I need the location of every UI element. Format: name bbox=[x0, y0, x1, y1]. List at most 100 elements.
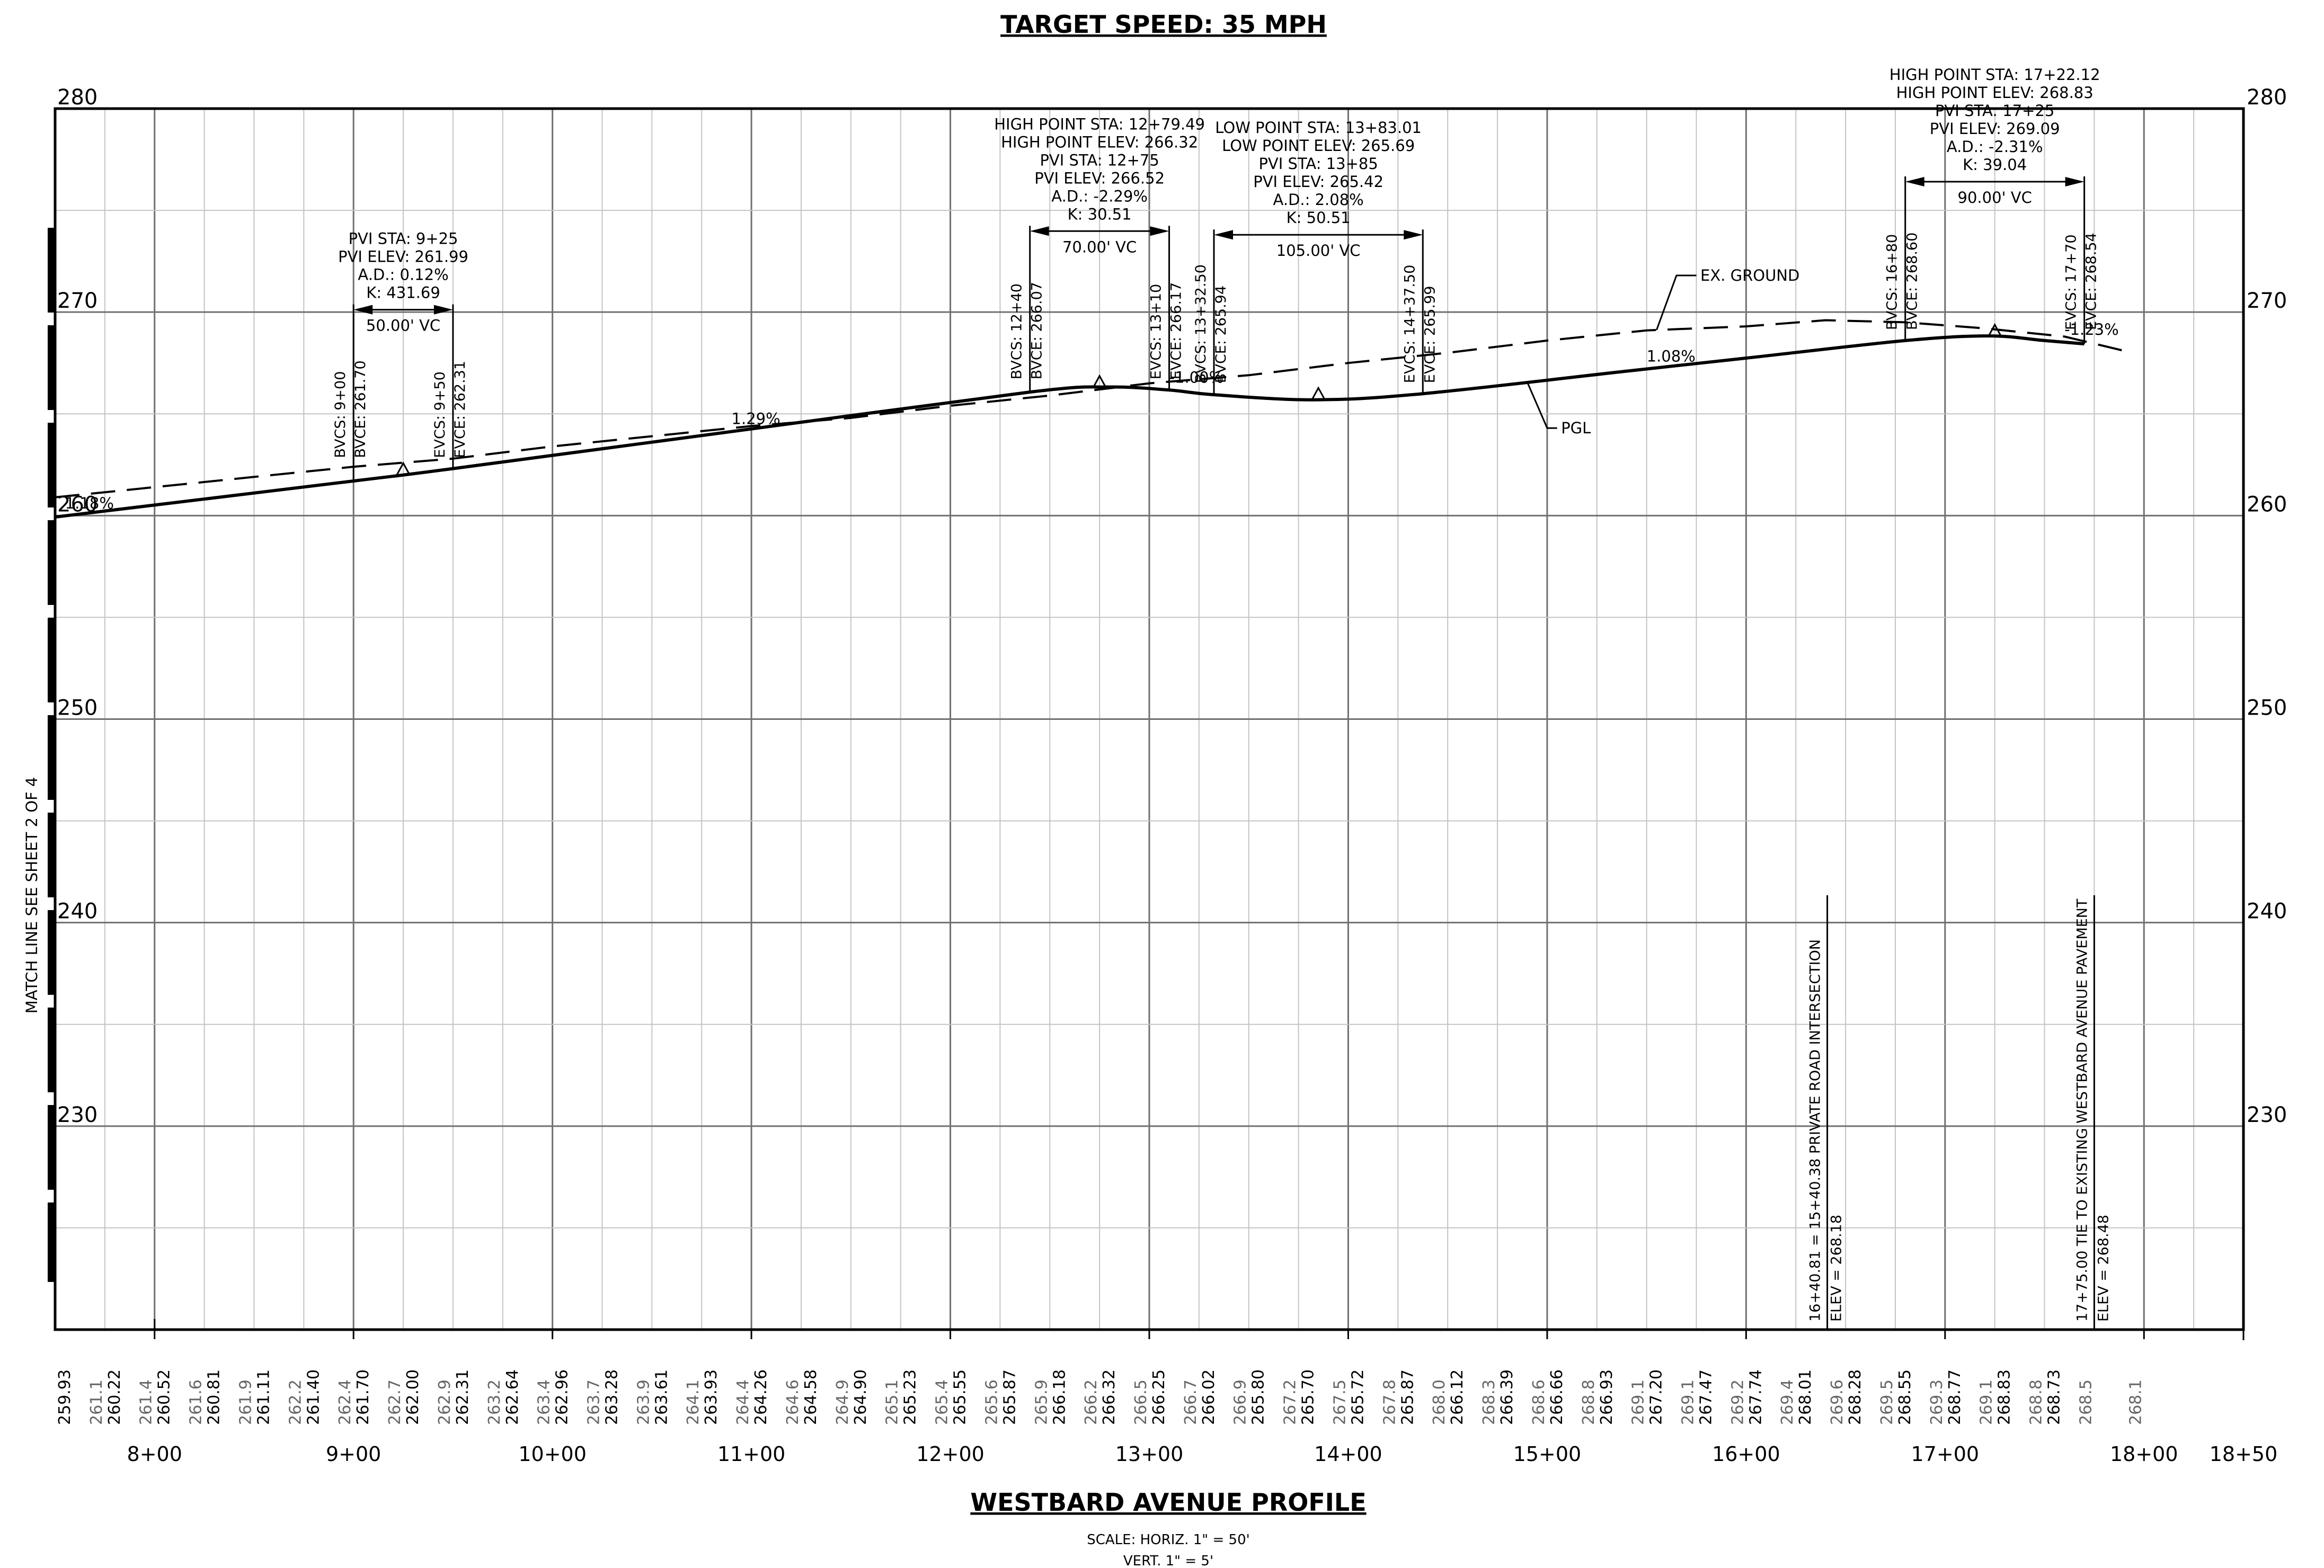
vc-data-line: A.D.: 2.08% bbox=[1273, 191, 1364, 209]
vc-length-label: 50.00' VC bbox=[366, 317, 440, 335]
arrowhead-left bbox=[1214, 230, 1234, 240]
vc-data-line: K: 50.51 bbox=[1287, 209, 1351, 227]
vc-data-line: HIGH POINT ELEV: 266.32 bbox=[1001, 133, 1198, 151]
station-label: 13+00 bbox=[1115, 1442, 1184, 1466]
station-labels: 8+00 9+00 10+00 11+00 12+00 13+00 14+00 15+00 16… bbox=[127, 1442, 2278, 1466]
pgl-elevation-cell: 266.39 bbox=[1498, 1369, 1516, 1425]
existing-elevation-cell: 264.6 bbox=[784, 1379, 802, 1425]
existing-elevation-cell: 263.9 bbox=[634, 1379, 653, 1425]
existing-elevation-cell: 269.2 bbox=[1728, 1379, 1747, 1425]
callout-text: 16+40.81 = 15+40.38 PRIVATE ROAD INTERSE… bbox=[1807, 939, 1824, 1322]
pgl-elevation-cell: 265.87 bbox=[1398, 1369, 1417, 1425]
profile-title: WESTBARD AVENUE PROFILE bbox=[970, 1488, 1366, 1517]
vc-station-label: EVCS: 9+50 bbox=[432, 371, 448, 458]
elevation-label-right: 280 bbox=[2247, 85, 2287, 110]
station-label: 8+00 bbox=[127, 1442, 182, 1466]
existing-elevation-cell: 261.6 bbox=[187, 1379, 206, 1425]
pgl-elevation-cell: 264.58 bbox=[802, 1369, 820, 1425]
pgl-elevation-cell: 268.28 bbox=[1846, 1369, 1865, 1425]
vc-station-label: BVCE: 261.70 bbox=[352, 360, 369, 458]
vc-data-line: PVI STA: 17+25 bbox=[1935, 102, 2054, 120]
vc-data-line: PVI ELEV: 266.52 bbox=[1034, 169, 1165, 187]
station-label: 12+00 bbox=[916, 1442, 984, 1466]
arrowhead-right bbox=[1404, 230, 1423, 240]
pgl-elevation-cell: 266.25 bbox=[1150, 1369, 1168, 1425]
grade-labels: 1.18% 1.29% -1.00% 1.08% -1.23% bbox=[65, 320, 2119, 512]
pgl-elevation-cell: 263.61 bbox=[652, 1369, 671, 1425]
grade-label: 1.29% bbox=[732, 410, 780, 428]
vc-station-label: EVCE: 266.17 bbox=[1168, 282, 1185, 380]
pgl-elevation-cell: 260.81 bbox=[205, 1369, 224, 1425]
existing-elevation-cell: 261.4 bbox=[137, 1379, 156, 1425]
pgl-elevation-cell: 265.72 bbox=[1349, 1369, 1367, 1425]
elevation-grid bbox=[54, 107, 2245, 1331]
existing-elevation-cell: 263.4 bbox=[535, 1379, 554, 1425]
pgl-elevation-cell: 265.23 bbox=[901, 1369, 920, 1425]
pgl-elevation-cell: 267.47 bbox=[1697, 1369, 1716, 1425]
pgl-elevation-cell: 266.12 bbox=[1448, 1369, 1467, 1425]
existing-elevation-cell: 269.3 bbox=[1928, 1379, 1946, 1425]
existing-elevation-cell: 264.1 bbox=[684, 1379, 703, 1425]
station-label: 14+00 bbox=[1314, 1442, 1382, 1466]
existing-elevation-cell: 269.6 bbox=[1828, 1379, 1847, 1425]
pgl-elevation-cell: 266.02 bbox=[1200, 1369, 1218, 1425]
existing-elevation-cell: 268.6 bbox=[1530, 1379, 1548, 1425]
existing-ground-label: EX. GROUND bbox=[1700, 266, 1799, 284]
station-label: 17+00 bbox=[1911, 1442, 1980, 1466]
vc-data-line: PVI STA: 9+25 bbox=[349, 230, 458, 248]
existing-elevation-cell: 261.1 bbox=[87, 1379, 106, 1425]
vc-data-line: K: 431.69 bbox=[366, 284, 440, 302]
existing-elevation-cell: 268.3 bbox=[1480, 1379, 1498, 1425]
vc-data-line: PVI ELEV: 265.42 bbox=[1253, 173, 1383, 191]
station-label: 15+00 bbox=[1513, 1442, 1582, 1466]
pgl-elevation-cell: 265.55 bbox=[951, 1369, 970, 1425]
station-label: 9+00 bbox=[326, 1442, 381, 1466]
station-label: 10+00 bbox=[518, 1442, 587, 1466]
vertical-scale-note: VERT. 1" = 5' bbox=[1123, 1553, 1213, 1568]
pgl-elevation-cell: 262.31 bbox=[454, 1369, 472, 1425]
vc-station-label: BVCS: 12+40 bbox=[1009, 283, 1025, 379]
pgl-elevation-cell: 260.22 bbox=[105, 1369, 124, 1425]
vc-station-label: BVCS: 16+80 bbox=[1884, 234, 1901, 330]
vc-station-label: EVCS: 17+70 bbox=[2063, 234, 2080, 330]
existing-elevation-cell: 266.7 bbox=[1182, 1379, 1200, 1425]
existing-elevation-cell: 267.8 bbox=[1380, 1379, 1399, 1425]
elevation-table: 259.93 261.1 260.22 261.4 260.52 261.6 260.81 2… bbox=[56, 1319, 2245, 1425]
pvi-marker bbox=[1310, 386, 1326, 400]
existing-elevation-cell: 269.1 bbox=[1977, 1379, 1996, 1425]
existing-elevation-cell: 262.4 bbox=[336, 1379, 354, 1425]
arrowhead-left bbox=[1030, 226, 1049, 236]
elevation-label-left: 230 bbox=[57, 1103, 97, 1127]
pgl-elevation-cell: 267.20 bbox=[1647, 1369, 1666, 1425]
target-speed-title: TARGET SPEED: 35 MPH bbox=[1000, 10, 1327, 39]
existing-elevation-cell: 265.6 bbox=[982, 1379, 1001, 1425]
pgl-leader bbox=[1526, 381, 1557, 429]
existing-elevation-cell: 268.8 bbox=[2027, 1379, 2046, 1425]
existing-elevation-cell: 269.1 bbox=[1679, 1379, 1698, 1425]
pgl-elevation-cell: 268.83 bbox=[1995, 1369, 2014, 1425]
vc-length-label: 70.00' VC bbox=[1062, 238, 1137, 256]
pgl-elevation-cell: 263.28 bbox=[603, 1369, 622, 1425]
pgl-elevation-cell: 261.11 bbox=[254, 1369, 273, 1425]
vc-length-label: 105.00' VC bbox=[1276, 242, 1361, 260]
existing-elevation-cell: 262.9 bbox=[436, 1379, 454, 1425]
arrowhead-left bbox=[353, 305, 373, 315]
grade-label: -1.00% bbox=[1169, 368, 1224, 386]
horizontal-scale-note: SCALE: HORIZ. 1" = 50' bbox=[1087, 1532, 1250, 1548]
elevation-label-left: 280 bbox=[57, 85, 97, 110]
vc-station-label: EVCE: 268.54 bbox=[2083, 233, 2100, 330]
pgl-elevation-cell: 259.93 bbox=[56, 1369, 74, 1425]
grade-label: 1.18% bbox=[65, 494, 114, 512]
vc-data-line: LOW POINT ELEV: 265.69 bbox=[1222, 137, 1415, 155]
existing-elevation-cell: 269.1 bbox=[1629, 1379, 1648, 1425]
existing-elevation-cell: 264.4 bbox=[734, 1379, 752, 1425]
match-line-label: MATCH LINE SEE SHEET 2 OF 4 bbox=[23, 777, 41, 1014]
existing-elevation-cell: 269.4 bbox=[1778, 1379, 1797, 1425]
pgl-label: PGL bbox=[1561, 419, 1591, 437]
existing-elevation-cell: 268.0 bbox=[1430, 1379, 1449, 1425]
vc-data-line: HIGH POINT STA: 12+79.49 bbox=[994, 115, 1205, 133]
elevation-label-left: 250 bbox=[57, 696, 97, 720]
